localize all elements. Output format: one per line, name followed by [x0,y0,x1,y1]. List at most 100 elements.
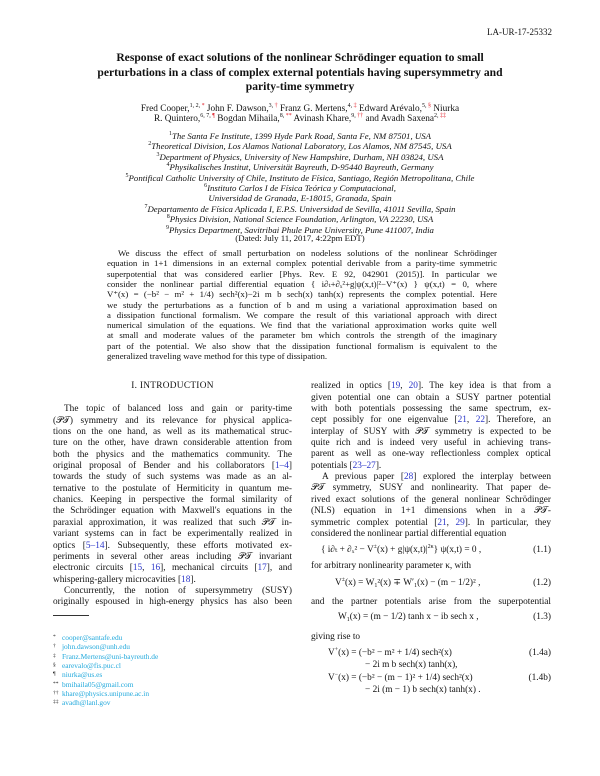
citation-link[interactable]: 16 [150,563,161,574]
footnote-mark[interactable]: ‡ [353,103,357,109]
affiliation-line: 1The Santa Fe Institute, 1399 Hyde Park … [0,129,600,141]
paragraph-line: towards the study of such systems was ma… [53,472,292,483]
text-run: whispering-gallery microcavities [ [53,574,182,585]
affiliation-line: 6Instituto Carlos I de Física Teórica y … [0,181,600,193]
text-run: generalized traveling wave method for th… [107,351,328,361]
citation-link[interactable]: 18 [181,574,191,585]
text-run: (x) = (m − 1/2) tanh x − ib sech x , [349,612,479,622]
paragraph-line: variant systems can in fact be experimen… [53,529,292,540]
email-link[interactable]: john.dawson@unh.edu [62,642,130,652]
paragraph-line: given potential one can obtain a SUSY pa… [311,393,551,404]
equation-1-1: { i∂ₜ + ∂ₓ² − V±(x) + g|ψ(x,t)|2κ} ψ(x,t… [321,544,481,556]
abstract-line: numerical simulation of the equations. W… [107,320,497,331]
footnote: * cooper@santafe.edu [53,633,122,642]
footnote-symbol: †† [53,689,59,696]
paragraph-line: 𝒫𝒯 symmetry, SUSY and nonlinearity. That… [311,483,551,494]
paragraph-line: tions on the one hand, as well as its ma… [53,427,292,438]
footnote: †† khare@physics.unipune.ac.in [53,689,149,698]
citation-link[interactable]: 1–4 [274,461,289,472]
text-run: ], mechanical circuits [ [160,563,258,574]
text-run: ]. Therefore, an [485,415,551,426]
citation-link[interactable]: 15 [132,563,143,574]
footnote-mark[interactable]: § [427,103,431,109]
author-line: R. Quintero,6, 7, ¶ Bogdan Mihaila,8, **… [0,113,600,125]
text-run: ]. The key idea is that from a [417,381,551,392]
subscript: 1 [346,617,350,623]
citation-link[interactable]: 29 [455,517,465,528]
citation-link[interactable]: 21 [457,415,467,426]
text-run: W [338,612,347,622]
text-run: ] [288,461,292,472]
affiliation-text: Instituto Carlos I de Física Teórica y C… [207,183,396,193]
affiliation-text: Pontifical Catholic University of Chile,… [128,172,475,183]
text-run: originally espoused in high-energy physi… [53,597,292,608]
equation-1-4b: V−(x) = (−b² − (m − 1)² + 1/4) sech²(x) [328,672,473,684]
affiliation-number: 8 [166,214,170,221]
date-line: (Dated: July 11, 2017, 4:22pm EDT) [235,233,365,243]
footnote-mark[interactable]: ¶ [212,113,215,119]
footnote-mark[interactable]: ‡‡ [440,113,447,119]
text-run: both the physics and the mathematics com… [53,449,292,460]
text-run: chanics. Keeping in perspective the form… [53,495,292,506]
paragraph-line: rived exact solutions of the general non… [311,495,551,506]
report-number: LA-UR-17-25332 [487,27,552,37]
author: and Avadh Saxena2, ‡‡ [366,113,447,124]
citation-link[interactable]: 21 [437,517,447,528]
footnote-mark[interactable]: † [274,103,278,109]
email-link[interactable]: Franz.Mertens@uni-bayreuth.de [62,651,159,661]
affiliation-text: Department of Physics, University of New… [159,151,444,162]
footnote-symbol: ‡ [53,652,56,659]
text-run: a dissipation functional formalism. We c… [107,309,497,320]
author: Bogdan Mihaila,8, ** [217,113,292,124]
text-run: ]. Subsequently, these efforts motivated… [104,540,293,551]
author-affiliation-refs: 1, 2, * [190,103,205,109]
author-name: R. Quintero, [153,114,201,124]
text-run: superpotential that was considered earli… [107,268,497,279]
affiliation-numbers: 9, [351,113,358,119]
text-run: considered the nonlinear partial differe… [311,528,507,539]
superscript: ± [373,544,377,550]
text-run: consider the nonlinear partial different… [107,278,497,289]
citation-link[interactable]: 28 [404,472,414,483]
affiliation-number: 5 [125,172,129,179]
email-link[interactable]: khare@physics.unipune.ac.in [62,688,150,698]
footnote-symbol: ‡‡ [53,699,59,706]
paragraph-line: realized in optics [19, 20]. The key ide… [311,381,551,392]
footnote-symbol: * [53,634,56,640]
email-link[interactable]: earevalo@fis.puc.cl [62,660,121,670]
author-name: Niurka [433,104,460,114]
text-run: , [466,415,476,426]
author-affiliation-refs: 2, ‡‡ [434,113,446,119]
author-affiliation-refs: 3, † [269,103,278,109]
email-link[interactable]: avadh@lanl.gov [62,698,111,708]
footnote-mark[interactable]: * [201,103,205,109]
email-link[interactable]: niurka@us.es [62,670,103,680]
text-run: 𝒫𝒯 symmetry, SUSY and nonlinearity. That… [311,483,551,494]
affiliation-number: 4 [166,162,170,169]
footnote-mark[interactable]: †† [357,113,364,119]
affiliation-text: Physikalisches Institut, Universität Bay… [169,162,434,173]
citation-link[interactable]: 17 [257,563,267,574]
text-run: potentials [ [311,460,353,471]
citation-link[interactable]: 22 [475,415,485,426]
superscript: − [334,672,339,678]
citation-link[interactable]: 20 [408,381,418,392]
text-run: ternative to the postulate of Hermiticit… [53,483,292,494]
email-link[interactable]: bmihaila05@gmail.com [62,679,134,689]
affiliation-numbers: 5, [421,103,428,109]
citation-link[interactable]: 5–14 [85,540,105,551]
paragraph-line: Concurrently, the notion of supersymmetr… [53,586,292,597]
abstract-line: at small and moderate values of the para… [107,330,497,341]
paragraph-line: paraxial approximation, it was realized … [53,518,292,529]
footnote-rule [53,615,89,616]
footnote-mark[interactable]: ** [285,113,292,119]
text-run: (x) − (m − 1/2)² , [417,578,481,588]
affiliation-text: Physics Division, National Science Found… [169,214,434,225]
abstract-line: We discuss the effect of small perturbat… [107,248,497,259]
citation-link[interactable]: 23–27 [352,460,376,471]
email-link[interactable]: cooper@santafe.edu [62,633,123,642]
citation-link[interactable]: 19 [391,381,401,392]
text-run: parent as well as one-way reflectionless… [311,449,551,460]
text-run: realized in optics [ [311,381,391,392]
text-run: V [328,673,335,683]
